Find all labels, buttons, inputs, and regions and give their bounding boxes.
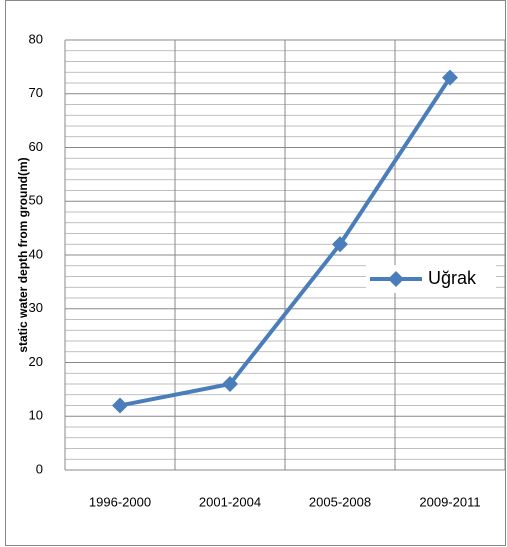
y-tick-label: 30 — [29, 300, 43, 315]
y-tick-label: 50 — [29, 193, 43, 208]
legend-marker — [388, 271, 404, 287]
x-tick-label: 2005-2008 — [309, 494, 371, 509]
y-tick-label: 10 — [29, 408, 43, 423]
y-tick-label: 40 — [29, 246, 43, 261]
data-point — [332, 236, 348, 253]
legend-label: Uğrak — [428, 268, 477, 288]
x-tick-label: 2009-2011 — [419, 494, 480, 509]
y-axis-label: static water depth from ground(m) — [16, 157, 30, 352]
y-tick-label: 80 — [29, 31, 43, 46]
x-tick-label: 1996-2000 — [89, 494, 151, 509]
y-tick-label: 20 — [29, 354, 43, 369]
y-tick-label: 70 — [29, 85, 43, 100]
data-point — [222, 376, 238, 392]
data-point — [112, 397, 128, 414]
y-tick-label: 0 — [36, 461, 43, 476]
series-line — [119, 76, 452, 408]
data-point — [442, 69, 458, 86]
x-tick-label: 2001-2004 — [199, 494, 261, 509]
y-tick-label: 60 — [29, 139, 43, 154]
